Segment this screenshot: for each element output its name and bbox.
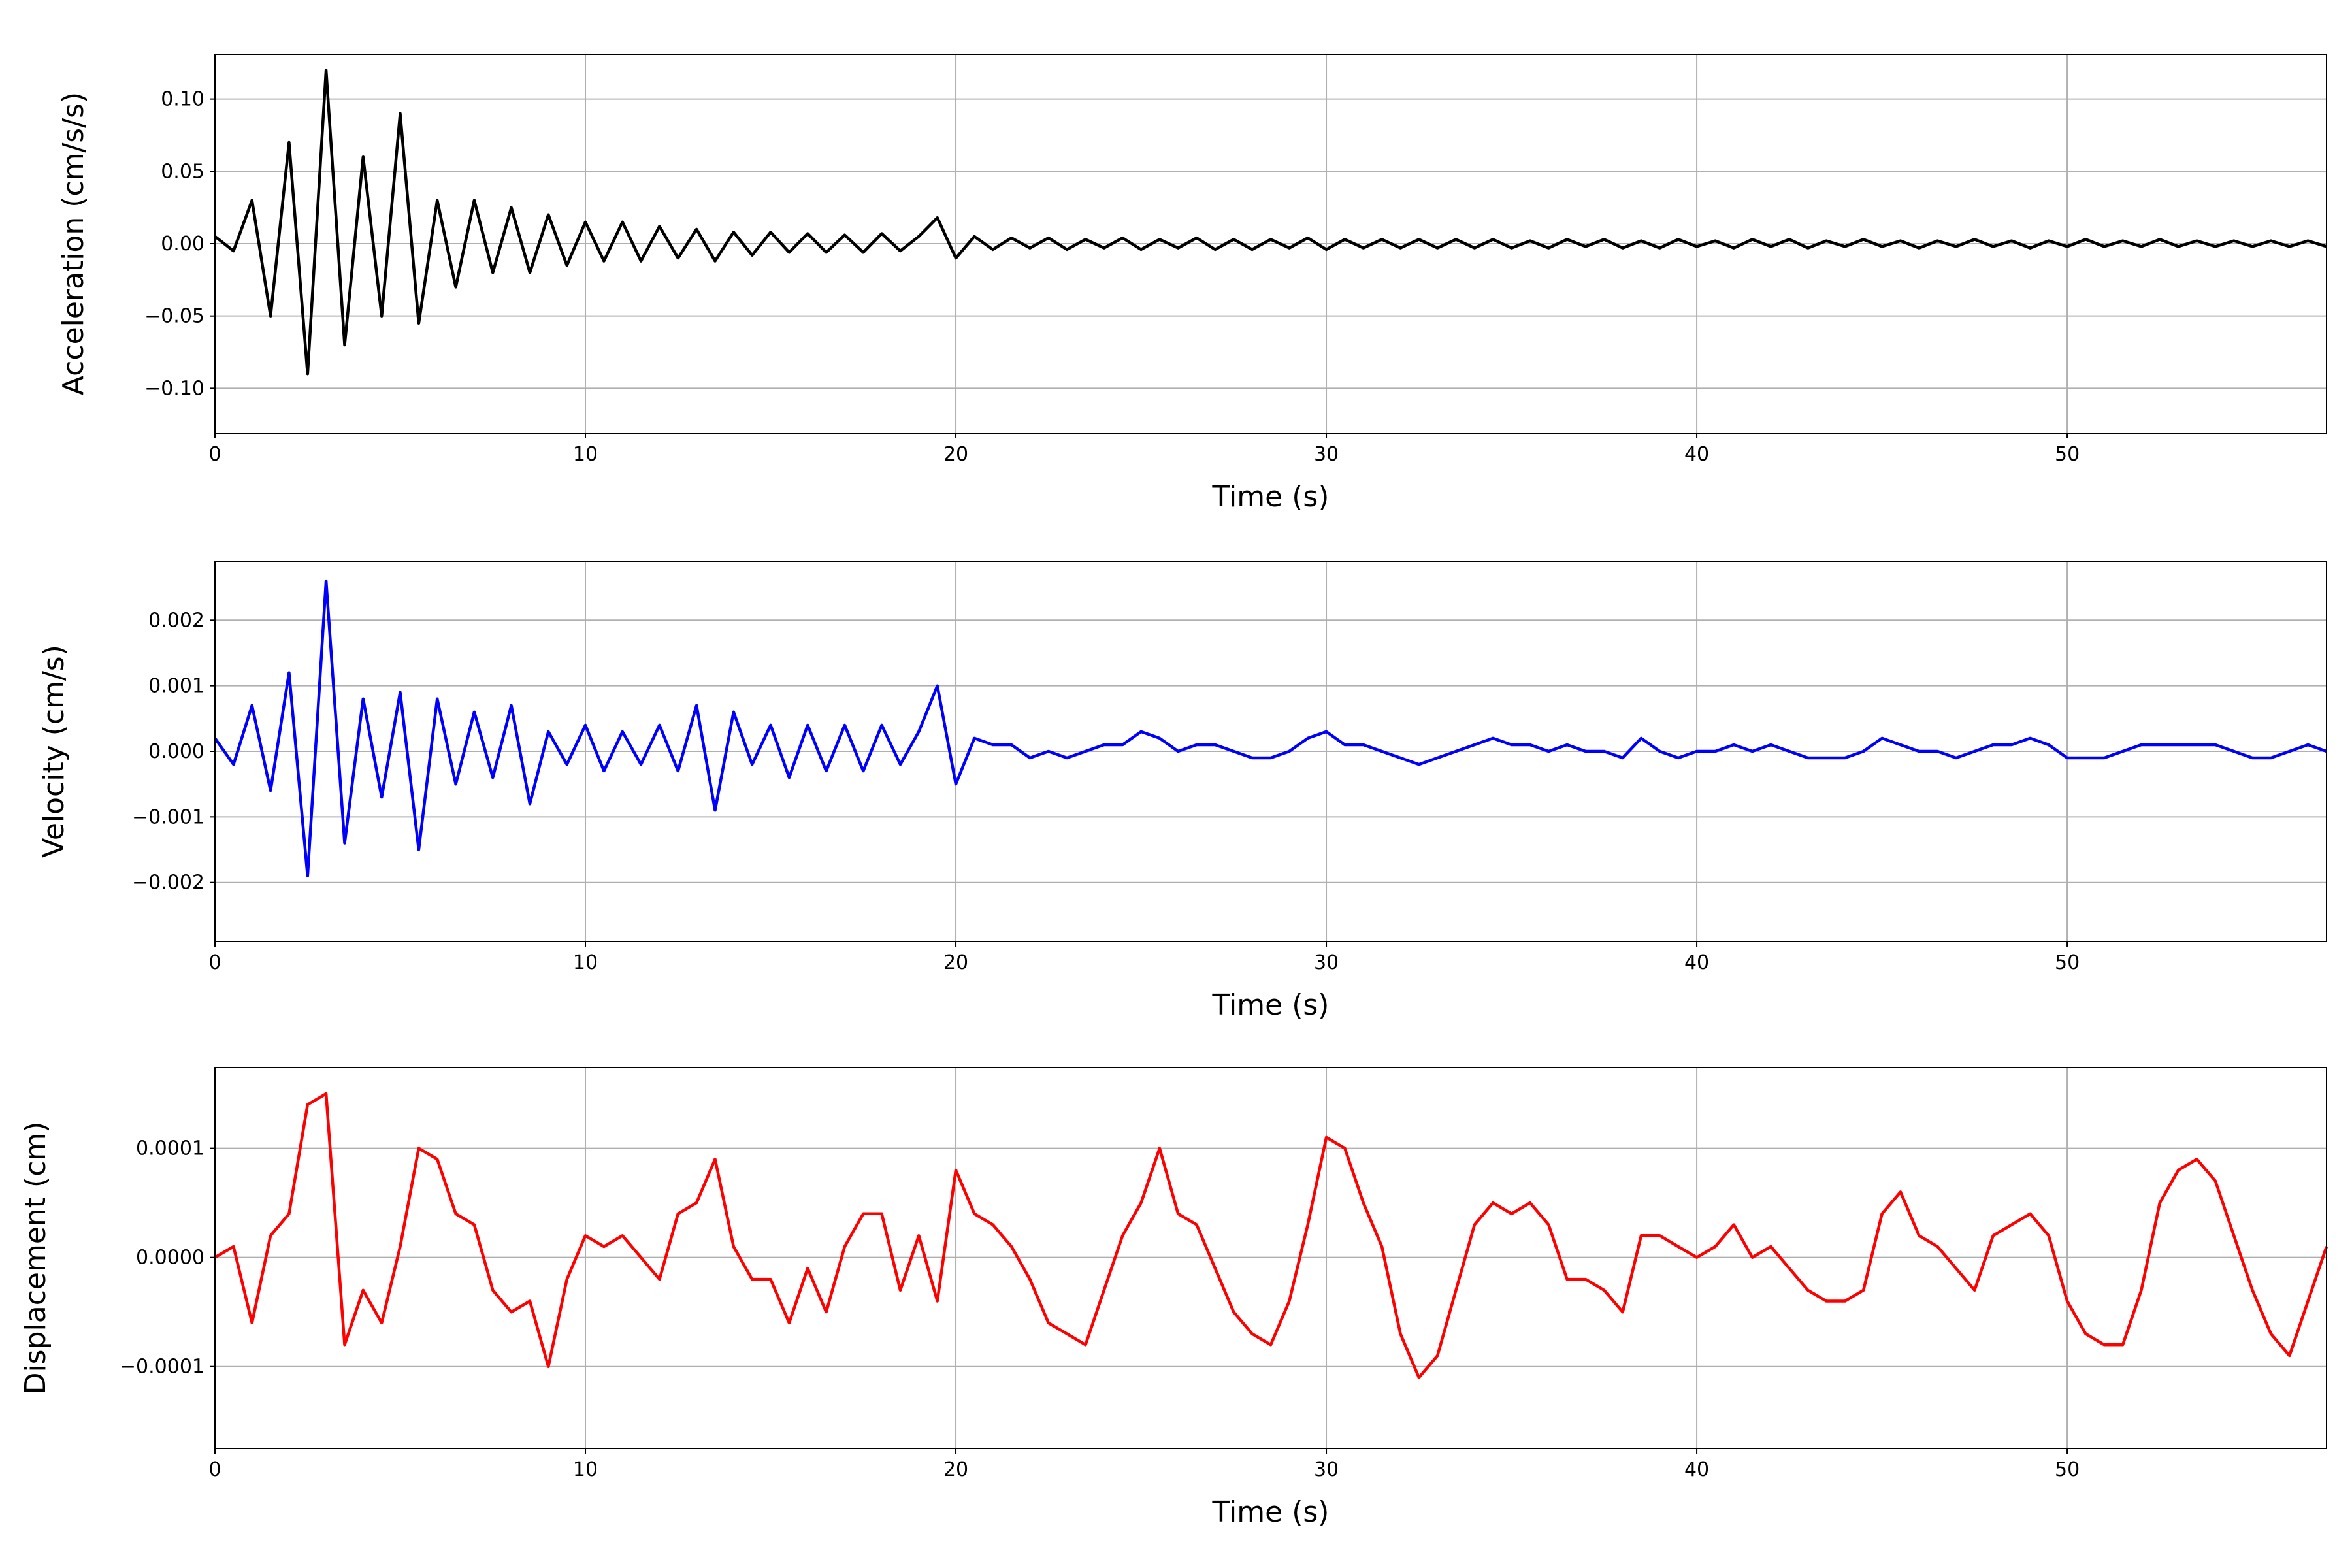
data-line	[214, 1092, 2328, 1379]
x-tick-label: 50	[2055, 443, 2080, 466]
x-tick-label: 0	[208, 1458, 221, 1481]
y-axis-label: Acceleration (cm/s/s)	[57, 92, 90, 395]
x-axis-label: Time (s)	[1212, 480, 1330, 514]
y-tick-label: −0.0001	[120, 1356, 204, 1379]
y-tick-label: −0.10	[144, 377, 204, 400]
y-tick-label: −0.05	[144, 305, 204, 328]
x-tick-label: 40	[1684, 951, 1709, 974]
plot-frame	[214, 54, 2327, 434]
x-tick-label: 20	[943, 951, 968, 974]
plot-frame	[214, 561, 2327, 942]
y-axis-label: Displacement (cm)	[19, 1122, 52, 1395]
y-tick-label: −0.001	[132, 806, 204, 828]
y-tick-label: 0.001	[148, 675, 204, 698]
x-tick-label: 10	[573, 951, 598, 974]
data-line	[214, 69, 2327, 376]
y-tick-label: 0.05	[161, 160, 204, 183]
x-axis-label: Time (s)	[1212, 1495, 1330, 1529]
data-line	[214, 579, 2327, 877]
x-axis-label: Time (s)	[1212, 988, 1330, 1022]
x-tick-label: 10	[573, 1458, 598, 1481]
y-tick-label: 0.10	[161, 88, 204, 111]
y-tick-label: 0.0000	[136, 1247, 204, 1269]
y-tick-label: −0.002	[132, 872, 204, 894]
x-tick-label: 50	[2055, 951, 2080, 974]
x-tick-label: 30	[1314, 443, 1339, 466]
x-tick-label: 40	[1684, 1458, 1709, 1481]
plot-frame	[214, 1067, 2327, 1449]
x-tick-label: 30	[1314, 1458, 1339, 1481]
y-tick-label: 0.002	[148, 609, 204, 632]
x-tick-label: 0	[208, 443, 221, 466]
x-tick-label: 30	[1314, 951, 1339, 974]
x-tick-label: 40	[1684, 443, 1709, 466]
x-tick-label: 0	[208, 951, 221, 974]
x-tick-label: 10	[573, 443, 598, 466]
y-tick-label: 0.00	[161, 233, 204, 255]
x-tick-label: 50	[2055, 1458, 2080, 1481]
y-tick-label: 0.0001	[136, 1137, 204, 1160]
x-tick-label: 20	[943, 443, 968, 466]
y-tick-label: 0.000	[148, 740, 204, 763]
y-axis-label: Velocity (cm/s)	[37, 645, 71, 858]
x-tick-label: 20	[943, 1458, 968, 1481]
